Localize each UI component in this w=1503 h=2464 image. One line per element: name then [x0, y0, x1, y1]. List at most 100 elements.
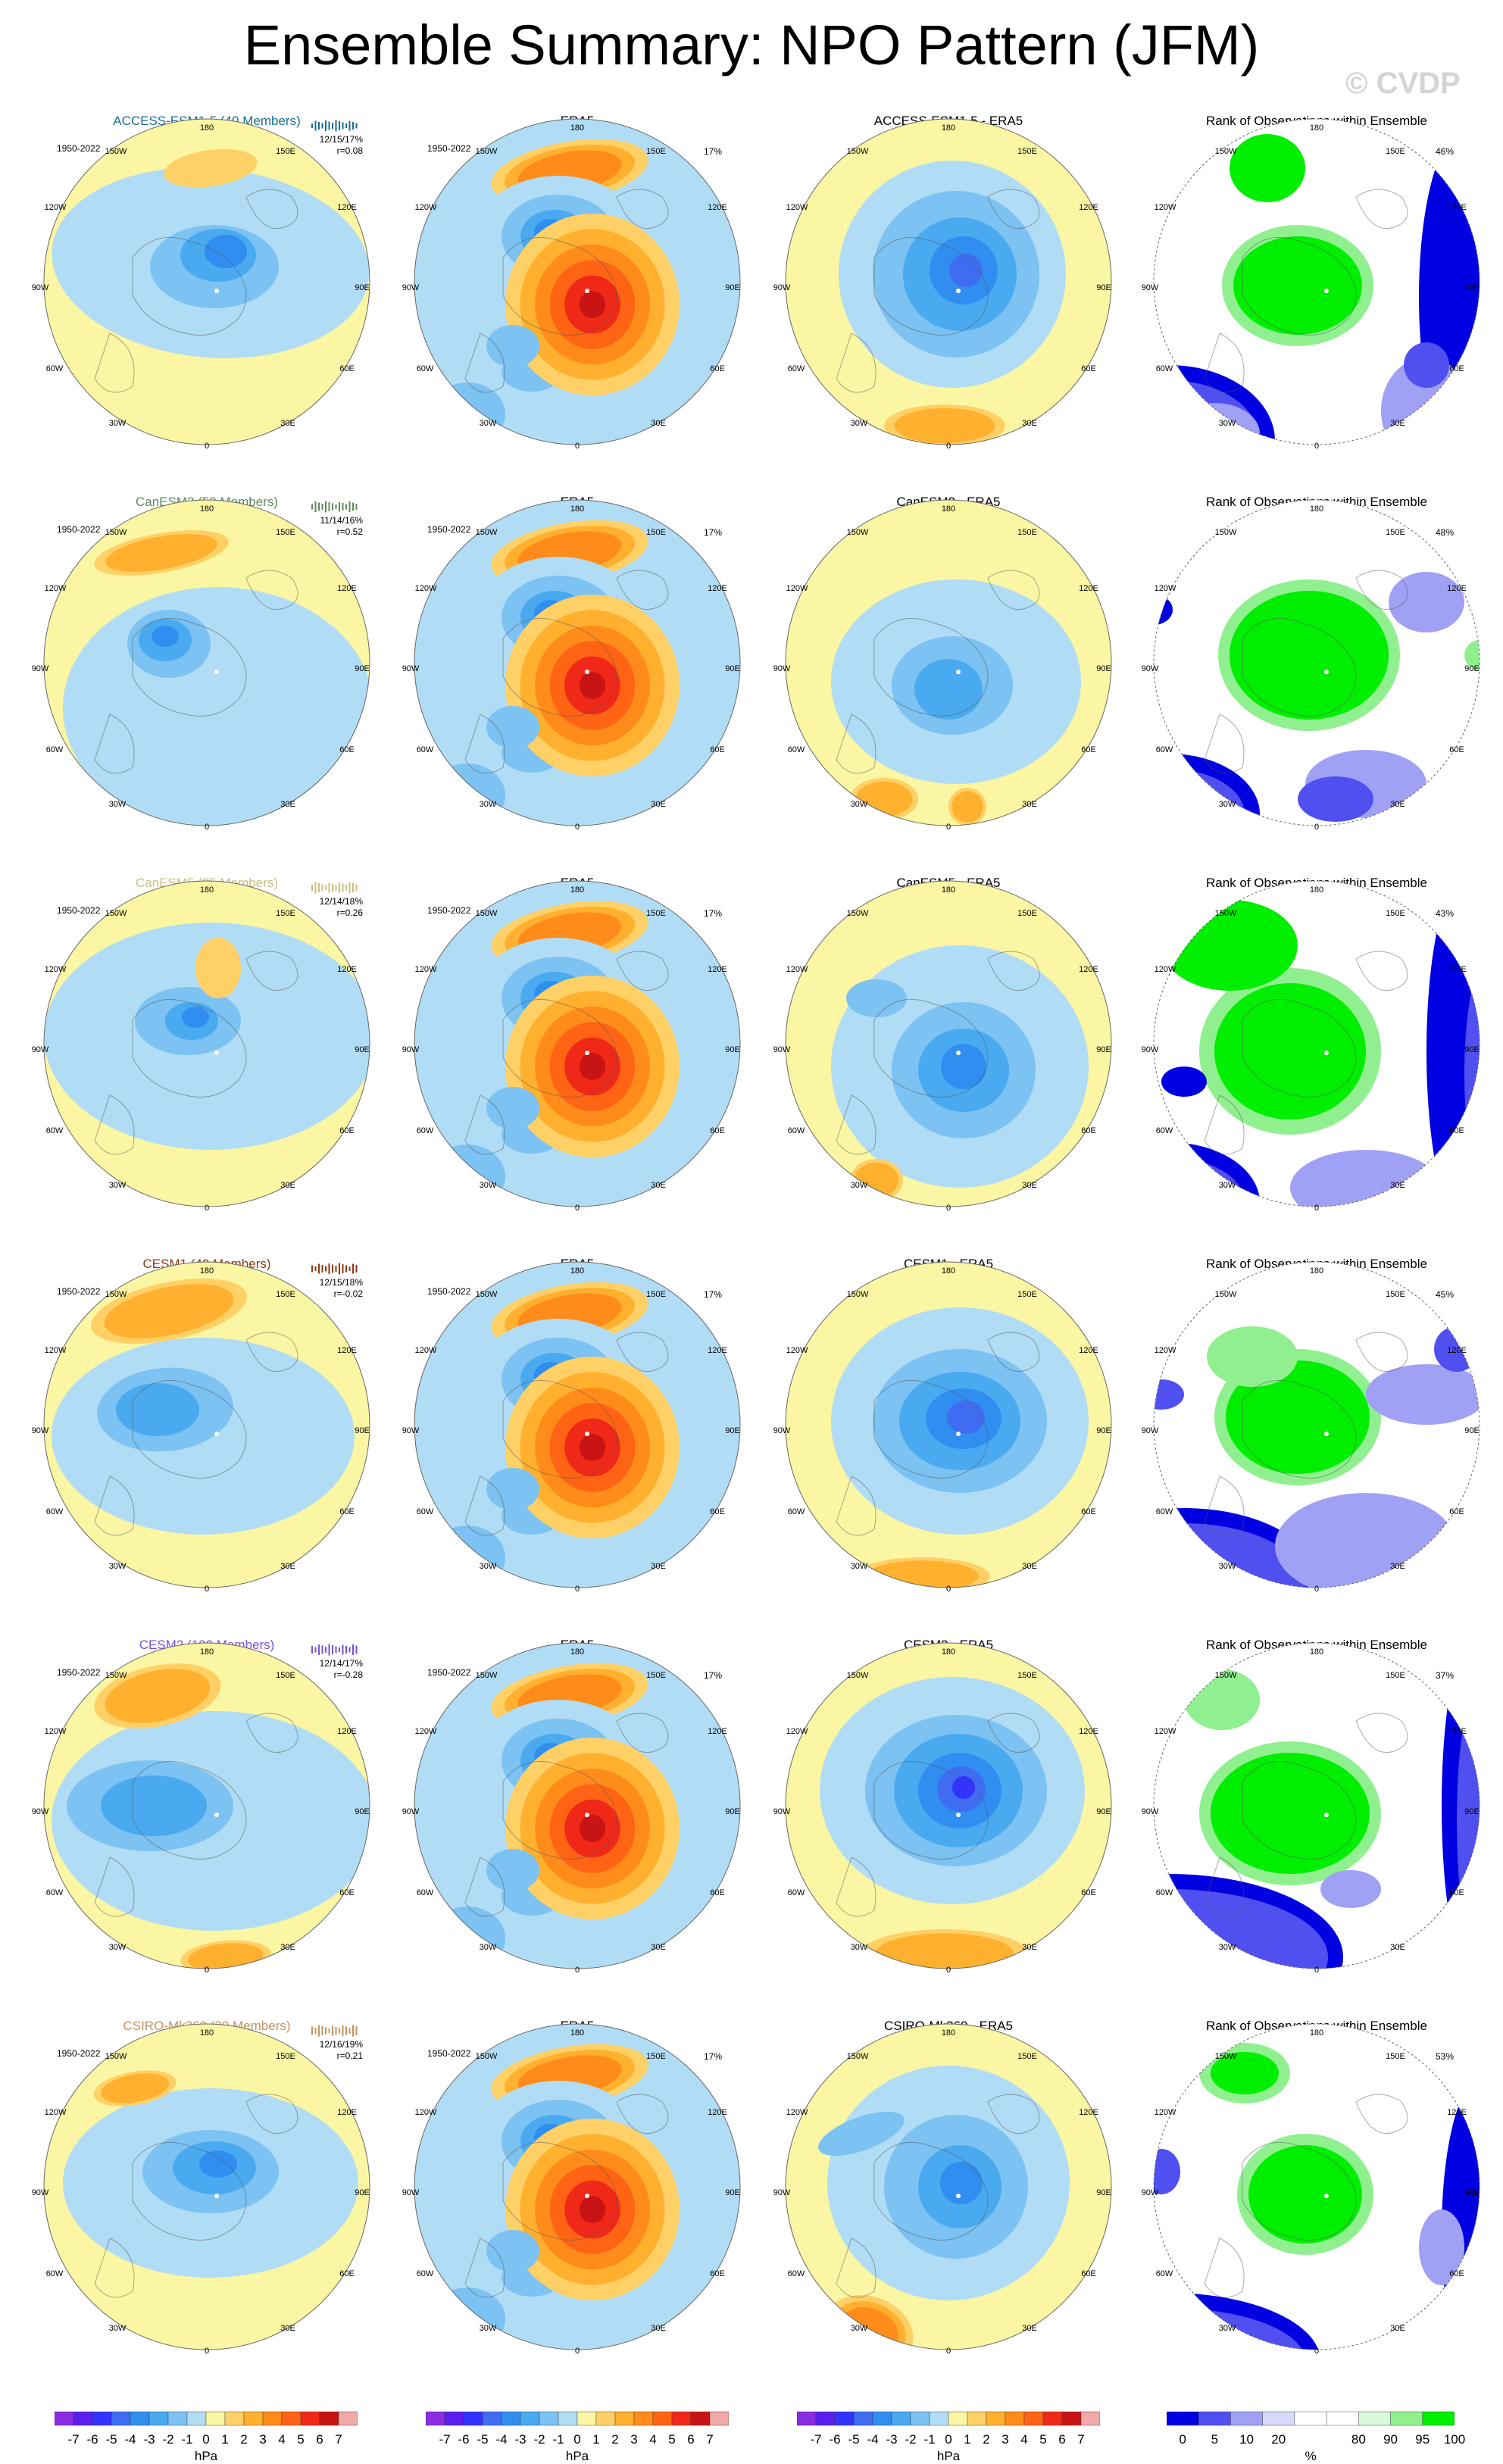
- contour-region: [430, 764, 505, 826]
- longitude-label-l60w: 60W: [417, 364, 434, 373]
- longitude-label-l90e: 90E: [1464, 664, 1480, 673]
- map-border: [414, 2023, 741, 2350]
- longitude-label-l120w: 120W: [45, 203, 67, 212]
- longitude-label-l30w: 30W: [1219, 1181, 1236, 1190]
- colorbar-swatch: [948, 2411, 968, 2426]
- colorbar-tick-label: -2: [905, 2432, 917, 2447]
- polar-map: 180 150W 150E 120W 120E 90W 90E 60W 60E 30W 30E 0: [402, 2023, 741, 2356]
- longitude-label-l120e: 120E: [337, 2108, 357, 2117]
- longitude-label-l30e: 30E: [651, 419, 666, 428]
- longitude-label-l60e: 60E: [1081, 1507, 1096, 1516]
- colorbar-swatch: [815, 2411, 836, 2426]
- member-mark: [321, 1645, 323, 1654]
- longitude-label-l30w: 30W: [1219, 419, 1236, 428]
- member-distribution-glyph: [311, 882, 358, 894]
- longitude-label-l120e: 120E: [337, 1727, 357, 1736]
- longitude-label-l90e: 90E: [1464, 1426, 1480, 1435]
- correlation-label: r=0.21: [336, 2050, 363, 2061]
- longitude-label-l60e: 60E: [1449, 364, 1464, 373]
- longitude-label-l120e: 120E: [1447, 2108, 1467, 2117]
- rank-region: [1464, 640, 1480, 670]
- member-mark: [335, 1266, 337, 1272]
- pct-variance-label: 12/14/18%: [319, 896, 363, 907]
- member-mark: [342, 503, 344, 511]
- rank-colorbar-tick-label: 0: [1179, 2432, 1186, 2447]
- coastline: [464, 570, 669, 774]
- colorbar-tick-label: 0: [202, 2432, 210, 2447]
- rank-colorbar-tick-label: 100: [1443, 2432, 1466, 2447]
- north-pole-marker: [956, 2194, 961, 2198]
- longitude-label-l30e: 30E: [280, 800, 295, 809]
- obs-pct-label: 17%: [704, 146, 723, 157]
- colorbar-swatch: [797, 2411, 817, 2426]
- longitude-label-l60w: 60W: [1156, 1507, 1173, 1516]
- rank-colorbar-tick-label: 90: [1383, 2432, 1398, 2447]
- north-pole-marker: [956, 289, 961, 293]
- rank-region: [1211, 2052, 1279, 2094]
- longitude-label-l120w: 120W: [786, 584, 808, 593]
- colorbar-swatch: [577, 2411, 597, 2426]
- coastline: [836, 951, 1040, 1155]
- longitude-label-l150e: 150E: [1386, 528, 1405, 537]
- member-mark: [314, 1647, 317, 1653]
- longitude-label-l150e: 150E: [1017, 528, 1037, 537]
- longitude-label-l150w: 150W: [105, 2052, 127, 2061]
- longitude-label-l60w: 60W: [46, 364, 64, 373]
- colorbar-swatch: [834, 2411, 855, 2426]
- member-mark: [335, 1646, 337, 1654]
- member-mark: [318, 1263, 320, 1274]
- member-mark: [342, 883, 344, 892]
- longitude-label-l30e: 30E: [1022, 1562, 1037, 1571]
- pct-variance-label: 12/14/17%: [319, 1658, 363, 1669]
- colorbar-swatch: [652, 2411, 673, 2426]
- longitude-label-l90e: 90E: [1096, 283, 1111, 292]
- longitude-label-l30e: 30E: [1390, 419, 1405, 428]
- period-label: 1950-2022: [57, 905, 101, 916]
- colorbar-swatch: [709, 2411, 729, 2426]
- longitude-label-l180: 180: [200, 1266, 214, 1276]
- member-mark: [355, 884, 358, 892]
- coastline: [94, 1332, 298, 1536]
- member-mark: [318, 122, 320, 130]
- longitude-label-l90e: 90E: [355, 1045, 370, 1054]
- member-mark: [332, 123, 333, 129]
- member-mark: [345, 123, 347, 128]
- longitude-label-l90e: 90E: [1464, 1807, 1480, 1816]
- longitude-label-l30w: 30W: [480, 1181, 497, 1190]
- rank-colorbar-swatch: [1294, 2411, 1327, 2426]
- obs-panel: ERA51950-202217%180150W150E120W120E90W90…: [389, 868, 765, 1249]
- contour-region: [104, 1284, 234, 1338]
- rank-colorbar-swatch: [1358, 2411, 1391, 2426]
- longitude-label-l150e: 150E: [1386, 1671, 1405, 1680]
- longitude-label-l0: 0: [946, 823, 951, 832]
- polar-map: 180 150W 150E 120W 120E 90W 90E 60W 60E 30W 30E 0: [773, 1261, 1112, 1594]
- longitude-label-l60w: 60W: [1156, 1888, 1173, 1897]
- rank-region: [1320, 1870, 1381, 1908]
- colorbar-swatch: [319, 2411, 339, 2426]
- longitude-label-l120w: 120W: [45, 1346, 67, 1355]
- colorbar-swatch: [186, 2411, 207, 2426]
- longitude-label-l150w: 150W: [1215, 528, 1237, 537]
- longitude-label-l90w: 90W: [402, 1426, 420, 1435]
- longitude-label-l60e: 60E: [1449, 2269, 1464, 2278]
- longitude-label-l90w: 90W: [1142, 664, 1159, 673]
- longitude-label-l180: 180: [942, 1266, 955, 1276]
- rank-colorbar-units: %: [1305, 2449, 1317, 2463]
- rank-region: [1154, 2149, 1180, 2194]
- longitude-label-l120e: 120E: [708, 1346, 727, 1355]
- member-mark: [332, 2025, 333, 2036]
- rank-panel: Rank of Observations within Ensemble45%1…: [1129, 1249, 1503, 1630]
- rank-panel: Rank of Observations within Ensemble53%1…: [1129, 2011, 1503, 2392]
- map-border: [43, 880, 370, 1207]
- rank-panel: Rank of Observations within Ensemble43%1…: [1129, 868, 1503, 1249]
- longitude-label-l90e: 90E: [725, 2188, 740, 2197]
- polar-map: 180 150W 150E 120W 120E 90W 90E 60W 60E 30W 30E 0: [773, 2023, 1112, 2356]
- longitude-label-l30e: 30E: [1022, 1943, 1037, 1952]
- north-pole-marker: [585, 1051, 589, 1055]
- longitude-label-l60e: 60E: [339, 1126, 355, 1135]
- colorbar-tick-label: -3: [514, 2432, 527, 2447]
- longitude-label-l30w: 30W: [480, 419, 497, 428]
- polar-map: 180 150W 150E 120W 120E 90W 90E 60W 60E 30W 30E 0: [402, 1642, 741, 1975]
- longitude-label-l150w: 150W: [1215, 1671, 1237, 1680]
- map-border: [414, 118, 741, 445]
